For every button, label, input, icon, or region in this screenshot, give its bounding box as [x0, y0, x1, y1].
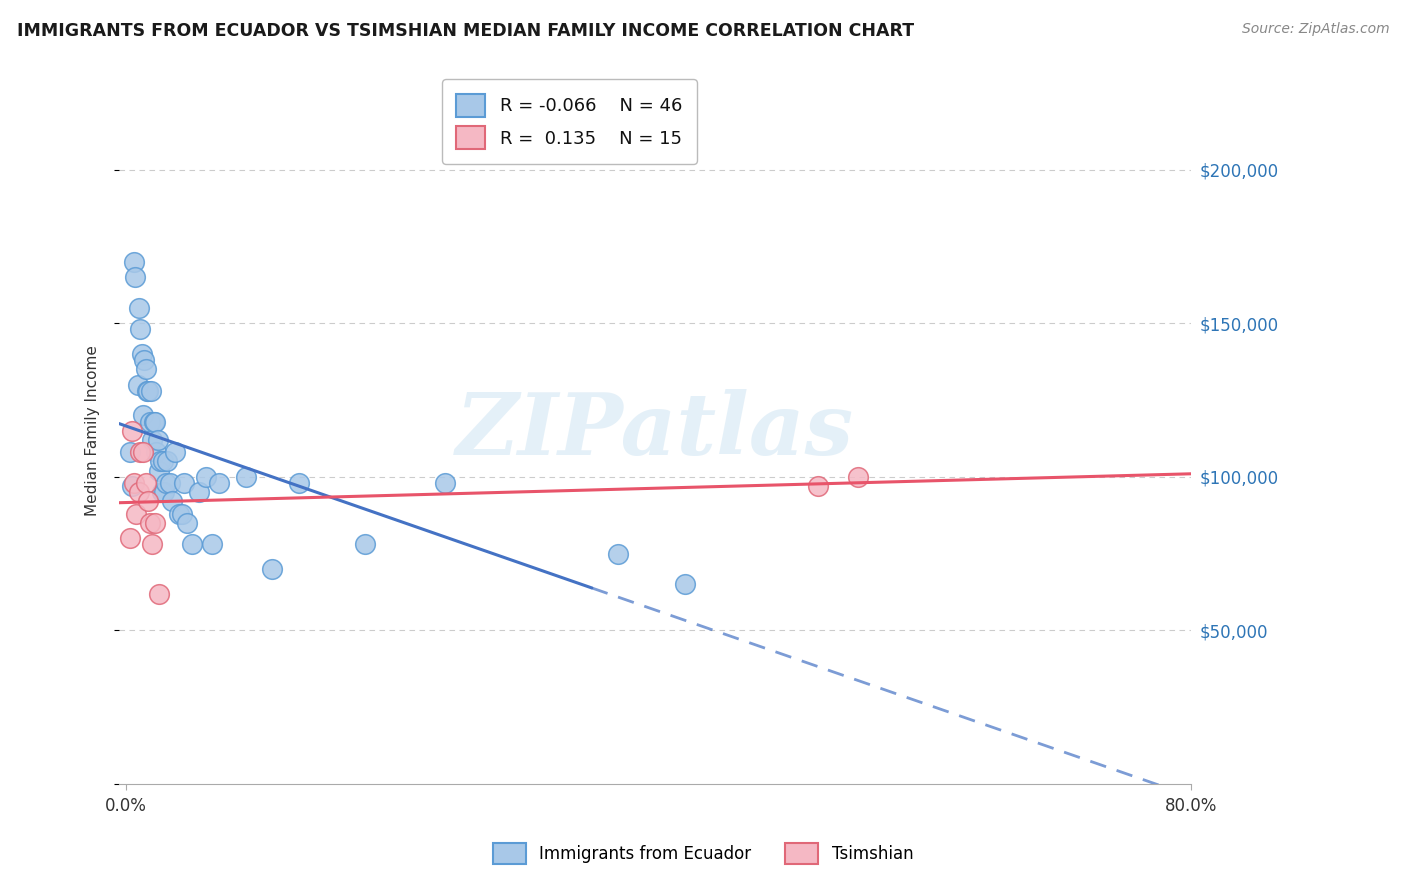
Point [129, 445, 152, 459]
Legend: R = -0.066    N = 46, R =  0.135    N = 15: R = -0.066 N = 46, R = 0.135 N = 15 [441, 79, 696, 164]
Legend: Immigrants from Ecuador, Tsimshian: Immigrants from Ecuador, Tsimshian [486, 837, 920, 871]
Point [162, 494, 184, 508]
Text: Source: ZipAtlas.com: Source: ZipAtlas.com [1241, 22, 1389, 37]
Point [152, 454, 174, 468]
Point [128, 485, 150, 500]
Point [138, 516, 160, 530]
Point [143, 516, 166, 530]
Point [132, 409, 155, 423]
Point [176, 516, 198, 530]
Text: IMMIGRANTS FROM ECUADOR VS TSIMSHIAN MEDIAN FAMILY INCOME CORRELATION CHART: IMMIGRANTS FROM ECUADOR VS TSIMSHIAN MED… [17, 22, 914, 40]
Point [122, 475, 145, 490]
Point [434, 475, 457, 490]
Point [145, 445, 167, 459]
Point [135, 475, 157, 490]
Point [138, 494, 160, 508]
Point [132, 445, 155, 459]
Point [129, 322, 152, 336]
Point [153, 485, 176, 500]
Point [146, 433, 169, 447]
Point [201, 537, 224, 551]
Point [288, 475, 311, 490]
Point [194, 470, 217, 484]
Point [807, 479, 830, 493]
Point [139, 384, 162, 398]
Point [128, 301, 150, 315]
Point [148, 464, 170, 478]
Y-axis label: Median Family Income: Median Family Income [86, 345, 100, 516]
Point [159, 475, 181, 490]
Point [131, 347, 153, 361]
Point [235, 470, 257, 484]
Point [118, 445, 141, 459]
Point [173, 475, 195, 490]
Point [673, 577, 696, 591]
Point [122, 254, 145, 268]
Point [188, 485, 211, 500]
Point [142, 415, 165, 429]
Point [127, 377, 149, 392]
Point [181, 537, 204, 551]
Text: ZIPatlas: ZIPatlas [456, 389, 853, 473]
Point [118, 531, 141, 545]
Point [138, 384, 160, 398]
Point [846, 470, 869, 484]
Point [143, 415, 166, 429]
Point [141, 537, 163, 551]
Point [136, 384, 159, 398]
Point [124, 270, 146, 285]
Point [149, 454, 172, 468]
Point [121, 479, 143, 493]
Point [163, 445, 186, 459]
Point [607, 547, 630, 561]
Point [170, 507, 193, 521]
Point [141, 433, 163, 447]
Point [208, 475, 231, 490]
Point [148, 586, 170, 600]
Point [262, 562, 284, 576]
Point [156, 454, 179, 468]
Point [125, 507, 148, 521]
Point [155, 475, 177, 490]
Point [138, 415, 160, 429]
Point [150, 485, 173, 500]
Point [167, 507, 190, 521]
Point [354, 537, 377, 551]
Point [134, 353, 156, 368]
Point [135, 362, 157, 376]
Point [121, 424, 143, 438]
